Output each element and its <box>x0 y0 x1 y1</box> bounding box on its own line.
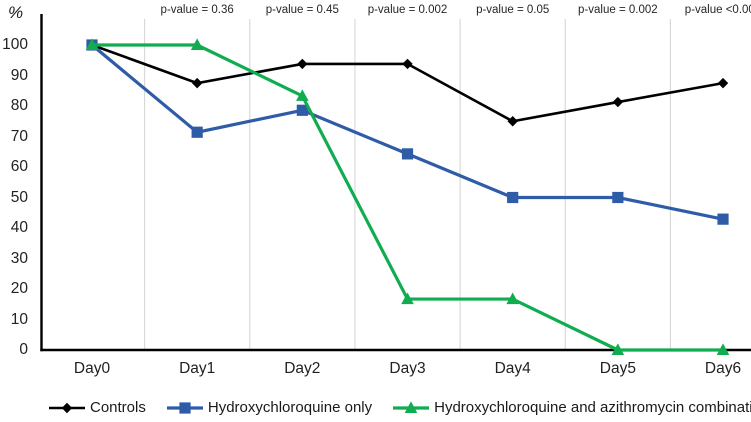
triangle-marker <box>85 38 99 50</box>
x-tick-label: Day3 <box>389 360 426 377</box>
x-tick-label: Day5 <box>599 360 636 377</box>
y-tick-label: 30 <box>10 249 28 267</box>
y-tick-label: 50 <box>10 188 28 206</box>
square-marker <box>717 213 729 225</box>
diamond-marker <box>402 58 413 70</box>
square-marker <box>612 191 624 204</box>
x-tick-label: Day6 <box>704 360 742 377</box>
triangle-marker <box>506 292 519 305</box>
legend-label: Hydroxychloroquine and azithromycin comb… <box>434 399 751 416</box>
legend-label: Hydroxychloroquine only <box>207 399 373 416</box>
y-tick-label: 60 <box>10 158 28 175</box>
p-value-label: p-value = 0.05 <box>476 4 550 16</box>
diamond-marker <box>191 77 203 89</box>
x-tick-label: Day4 <box>494 360 531 377</box>
y-axis-unit-label: % <box>8 3 24 22</box>
diamond-marker <box>612 96 624 108</box>
x-tick-label: Day2 <box>284 360 321 377</box>
y-tick-label: 90 <box>10 66 28 84</box>
y-tick-label: 20 <box>10 280 28 297</box>
y-tick-label: 100 <box>2 36 28 53</box>
triangle-marker <box>404 400 418 413</box>
diamond-marker <box>297 58 308 70</box>
legend-diamond-icon <box>49 402 85 413</box>
legend-item: Hydroxychloroquine and azithromycin comb… <box>392 399 751 416</box>
series-line-square <box>90 43 724 221</box>
diamond-marker <box>717 77 729 89</box>
x-tick-label: Day0 <box>73 360 111 377</box>
square-marker <box>401 148 414 160</box>
triangle-marker <box>401 292 414 305</box>
triangle-marker <box>716 343 730 355</box>
diamond-marker <box>61 402 73 413</box>
y-tick-label: 10 <box>10 310 28 328</box>
triangle-marker <box>190 38 204 50</box>
p-value-label: p-value = 0.002 <box>367 4 448 16</box>
y-tick-label: 40 <box>10 219 28 236</box>
triangle-marker <box>611 343 625 355</box>
p-value-label: p-value = 0.45 <box>265 4 339 16</box>
series-line-triangle <box>92 43 724 352</box>
legend-item: Hydroxychloroquine only <box>166 399 372 416</box>
series-line-diamond <box>91 43 724 123</box>
p-value-label: p-value = 0.002 <box>578 4 658 16</box>
legend-triangle-icon <box>393 400 430 413</box>
square-marker <box>507 191 519 204</box>
square-marker <box>179 401 191 414</box>
y-tick-label: 70 <box>10 127 28 145</box>
p-value-label: p-value <0.001 <box>684 4 751 16</box>
legend-label: Controls <box>90 399 146 416</box>
legend: Controls Hydroxychloroquine only Hydroxych… <box>48 399 751 416</box>
legend-item: Controls <box>48 399 146 416</box>
triangle-marker <box>296 89 309 101</box>
p-value-label: p-value = 0.36 <box>160 4 234 16</box>
square-marker <box>191 126 203 138</box>
diamond-marker <box>507 116 518 127</box>
square-marker <box>296 104 308 116</box>
legend-square-icon <box>166 401 203 414</box>
y-tick-label: 80 <box>10 97 28 114</box>
y-tick-label: 0 <box>19 341 28 358</box>
x-tick-label: Day1 <box>179 360 216 377</box>
